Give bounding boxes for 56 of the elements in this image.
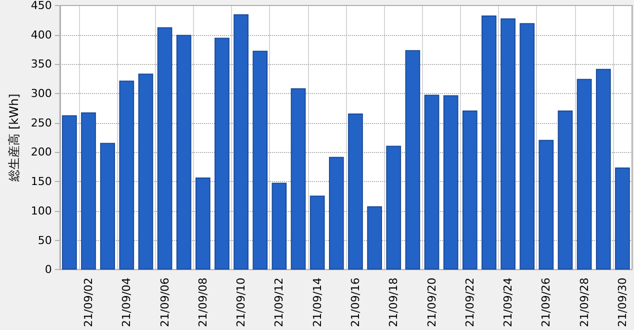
bar bbox=[462, 110, 478, 270]
x-tick-label: 21/09/08 bbox=[196, 278, 210, 328]
bar bbox=[100, 142, 116, 270]
x-tick-label: 21/09/28 bbox=[578, 278, 591, 328]
x-tick-label: 21/09/18 bbox=[387, 278, 400, 328]
bar bbox=[272, 182, 287, 270]
bar bbox=[615, 167, 630, 270]
bar bbox=[214, 38, 230, 270]
x-tick-label: 21/09/14 bbox=[310, 278, 324, 328]
bar bbox=[558, 110, 573, 270]
bar bbox=[81, 112, 96, 270]
x-tick-label: 21/09/20 bbox=[425, 278, 438, 328]
bar bbox=[424, 94, 440, 270]
bar bbox=[157, 27, 172, 270]
x-tick-label: 21/09/22 bbox=[463, 278, 476, 328]
bar bbox=[62, 115, 77, 270]
x-tick-label: 21/09/26 bbox=[540, 278, 553, 328]
bar bbox=[234, 14, 248, 270]
x-tick-label: 21/09/30 bbox=[616, 278, 629, 328]
bar bbox=[443, 95, 458, 270]
x-tick-label: 21/09/12 bbox=[272, 278, 286, 328]
bar bbox=[500, 18, 516, 270]
y-tick-label: 0 bbox=[44, 263, 52, 276]
bar bbox=[138, 74, 154, 270]
x-tick-label: 21/09/16 bbox=[348, 278, 362, 328]
bar bbox=[405, 50, 420, 270]
bar bbox=[367, 206, 382, 270]
bar bbox=[176, 34, 192, 270]
y-tick-label: 400 bbox=[30, 28, 52, 42]
bar bbox=[596, 68, 611, 270]
bar bbox=[482, 15, 496, 270]
bar bbox=[538, 140, 554, 270]
x-tick-label: 21/09/04 bbox=[120, 278, 134, 328]
bar bbox=[328, 156, 344, 270]
bar bbox=[195, 177, 210, 270]
y-tick-label: 50 bbox=[38, 234, 52, 247]
x-tick-label: 21/09/10 bbox=[234, 278, 248, 328]
x-tick-label: 21/09/24 bbox=[502, 278, 515, 328]
y-tick-label: 100 bbox=[30, 204, 52, 218]
bar bbox=[348, 113, 363, 270]
x-tick-label: 21/09/06 bbox=[158, 278, 172, 328]
y-tick-label: 150 bbox=[30, 175, 52, 188]
y-axis-title: 総生産高 [kWh] bbox=[7, 94, 21, 182]
bar bbox=[310, 196, 325, 270]
y-tick-label: 450 bbox=[30, 0, 52, 12]
y-tick-label: 200 bbox=[30, 146, 52, 159]
bar bbox=[119, 80, 134, 270]
bar bbox=[576, 78, 592, 270]
y-tick-label: 300 bbox=[30, 87, 52, 100]
bar bbox=[520, 23, 535, 270]
y-tick-label: 350 bbox=[30, 58, 52, 71]
x-tick-label: 21/09/02 bbox=[82, 278, 95, 328]
bar bbox=[290, 88, 306, 270]
y-tick-label: 250 bbox=[30, 116, 52, 130]
bar bbox=[386, 146, 402, 270]
bar bbox=[252, 50, 268, 270]
